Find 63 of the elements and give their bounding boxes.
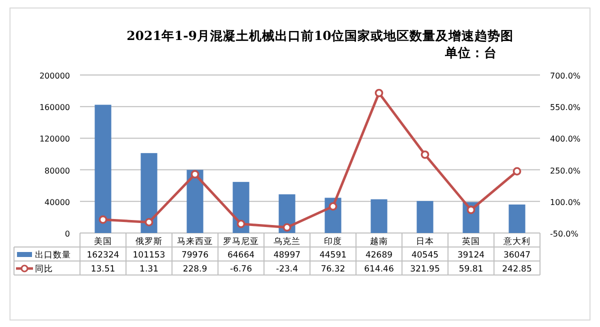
x-tick-label: 俄罗斯	[136, 236, 162, 247]
x-tick-label: 意大利	[502, 236, 530, 247]
legend-label: 出口数量	[35, 250, 71, 260]
data-label: 13.51	[90, 264, 116, 274]
chart-title: 2021年1-9月混凝土机械出口前10位国家或地区数量及增速趋势图	[126, 28, 514, 43]
y2-tick-label: 100.0%	[550, 198, 581, 207]
data-label: 242.85	[502, 264, 532, 274]
data-label: 101153	[132, 250, 166, 260]
y-tick-label: 40000	[44, 198, 70, 207]
data-label: -6.76	[230, 264, 252, 274]
point	[190, 170, 200, 178]
x-tick-label: 美国	[94, 236, 112, 247]
point	[328, 202, 338, 211]
point	[282, 223, 292, 232]
bar	[140, 153, 158, 233]
data-label: 162324	[86, 250, 120, 260]
data-label: 59.81	[458, 264, 484, 274]
x-tick-label: 印度	[324, 236, 342, 247]
x-tick-label: 英国	[462, 236, 480, 247]
y-tick-label: 120000	[39, 134, 70, 144]
data-label: 48997	[273, 250, 301, 260]
x-tick-label: 马来西亚	[177, 236, 213, 247]
bar	[508, 204, 526, 233]
y2-tick-label: 700.0%	[550, 72, 581, 80]
data-label: 321.95	[410, 264, 440, 274]
point	[512, 167, 522, 176]
point	[236, 220, 246, 228]
y2-tick-label: 400.0%	[550, 134, 581, 144]
y2-tick-label: -50.0%	[550, 230, 579, 238]
data-label: 36047	[503, 250, 531, 260]
point	[374, 88, 384, 98]
data-label: 64664	[227, 250, 255, 260]
y-tick-label: 160000	[39, 103, 70, 112]
data-label: 39124	[457, 250, 485, 260]
y2-tick-label: 550.0%	[550, 103, 581, 112]
data-label: 1.31	[140, 264, 158, 274]
point	[98, 215, 108, 224]
y2-tick-label: 250.0%	[550, 166, 581, 176]
x-tick-label: 罗马尼亚	[223, 236, 259, 247]
point	[420, 150, 430, 159]
data-label: 614.46	[364, 264, 394, 274]
data-label: 40545	[411, 250, 439, 260]
x-tick-label: 日本	[416, 236, 434, 247]
point	[144, 218, 154, 226]
data-label: 42689	[365, 250, 393, 260]
data-label: -23.4	[276, 264, 298, 274]
bar	[416, 200, 434, 233]
y-tick-label: 0	[64, 230, 70, 238]
x-tick-label: 越南	[370, 236, 388, 247]
y-tick-label: 80000	[44, 166, 70, 176]
data-label: 76.32	[320, 264, 346, 274]
data-label: 44591	[319, 250, 347, 260]
data-label: 79976	[181, 250, 209, 260]
legend-label: 同比	[35, 264, 53, 274]
x-tick-label: 乌克兰	[274, 236, 300, 247]
y-tick-label: 200000	[39, 72, 70, 80]
bar	[232, 182, 250, 233]
bar	[186, 170, 204, 233]
point	[466, 206, 476, 214]
data-label: 228.9	[182, 264, 208, 274]
bar	[370, 199, 388, 233]
chart-subtitle: 单位：台	[444, 45, 497, 60]
bar	[94, 104, 112, 233]
